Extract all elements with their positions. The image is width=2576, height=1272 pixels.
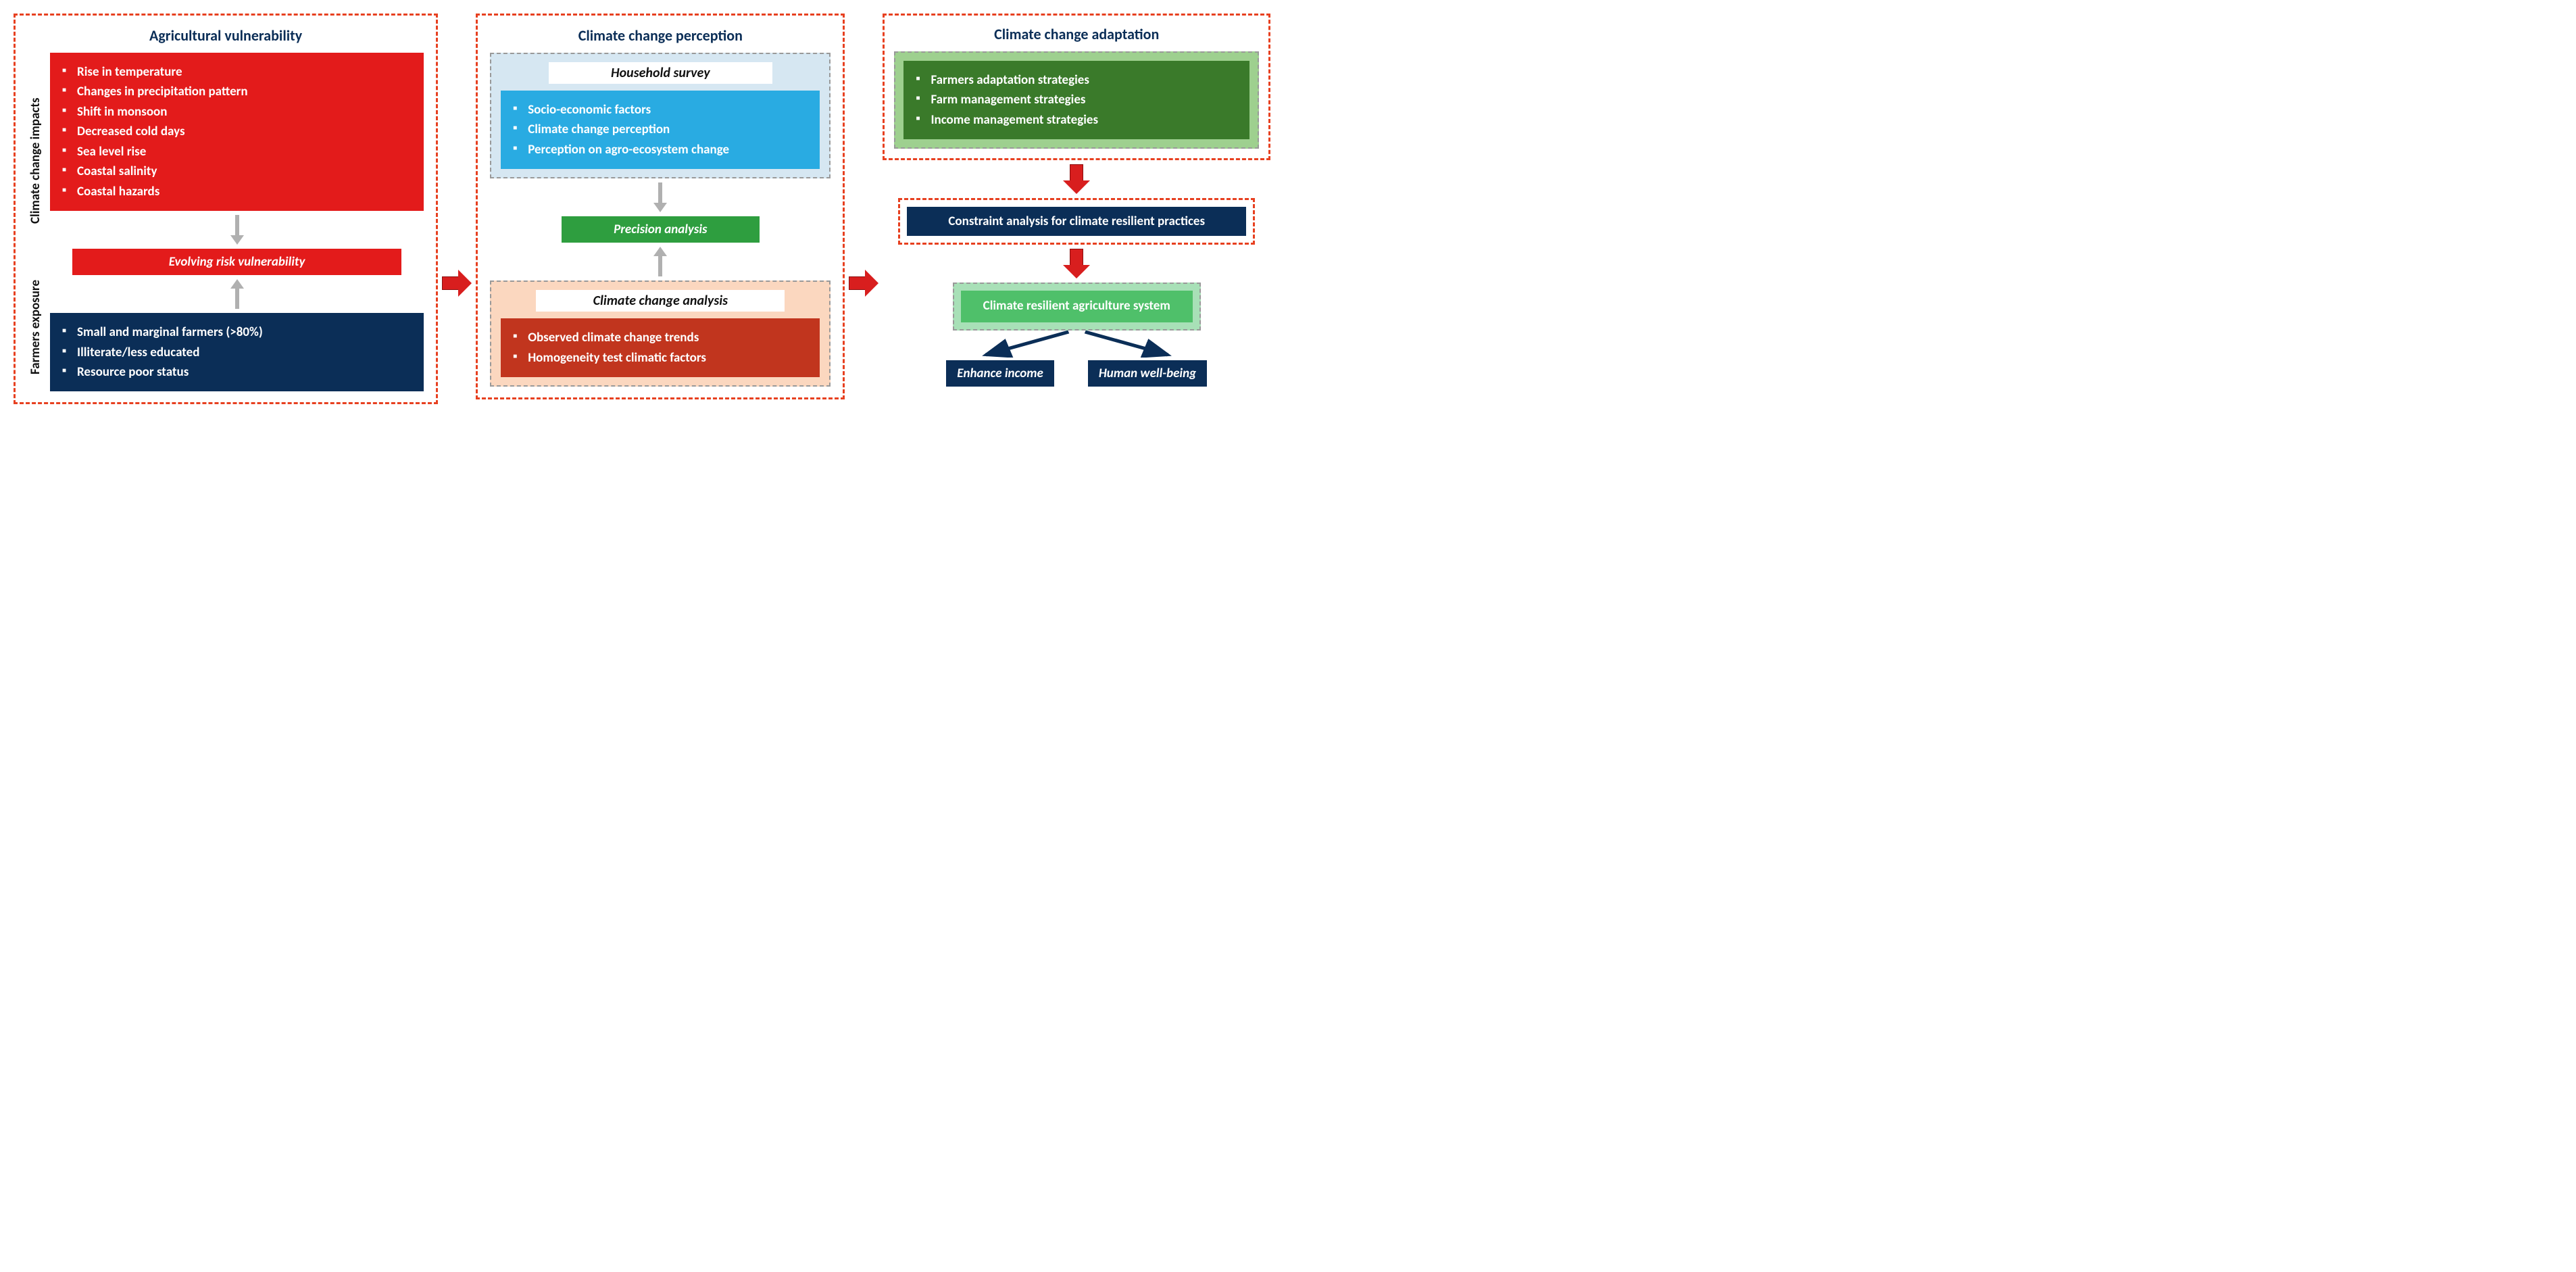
list-item: Changes in precipitation pattern <box>62 82 412 101</box>
constraint-box: Constraint analysis for climate resilien… <box>907 207 1246 236</box>
list-item: Farmers adaptation strategies <box>916 70 1237 90</box>
side-label-impacts: Climate change impacts <box>28 66 43 255</box>
grey-arrow-down-icon <box>655 182 665 212</box>
list-item: Farm management strategies <box>916 90 1237 109</box>
precision-box: Precision analysis <box>562 216 759 243</box>
grey-arrow-up-icon <box>232 279 242 309</box>
adapt-block: Farmers adaptation strategies Farm manag… <box>903 61 1249 139</box>
resilient-container: Climate resilient agriculture system <box>953 283 1201 331</box>
outcome-human-wellbeing: Human well-being <box>1088 360 1207 387</box>
evolving-risk-box: Evolving risk vulnerability <box>72 249 401 275</box>
adapt-list: Farmers adaptation strategies Farm manag… <box>916 70 1237 130</box>
list-item: Illiterate/less educated <box>62 343 412 362</box>
cc-analysis-container: Climate change analysis Observed climate… <box>490 280 831 387</box>
survey-block: Socio-economic factors Climate change pe… <box>501 91 820 169</box>
constraint-container: Constraint analysis for climate resilien… <box>898 198 1255 245</box>
survey-container: Household survey Socio-economic factors … <box>490 53 831 178</box>
col1-title: Agricultural vulnerability <box>28 26 424 45</box>
exposure-list: Small and marginal farmers (>80%) Illite… <box>62 322 412 382</box>
cc-analysis-title: Climate change analysis <box>536 290 785 312</box>
list-item: Decreased cold days <box>62 122 412 141</box>
exposure-block: Small and marginal farmers (>80%) Illite… <box>50 313 424 391</box>
column-agricultural-vulnerability: Agricultural vulnerability Climate chang… <box>14 14 438 404</box>
diag-arrows-icon <box>953 331 1201 358</box>
col2-container: Climate change perception Household surv… <box>476 14 845 399</box>
list-item: Sea level rise <box>62 142 412 162</box>
survey-title: Household survey <box>549 62 772 84</box>
list-item: Socio-economic factors <box>513 100 808 120</box>
col1-side-labels: Climate change impacts Farmers exposure <box>28 53 43 391</box>
list-item: Coastal salinity <box>62 162 412 181</box>
grey-arrow-down-icon <box>232 215 242 245</box>
red-arrow-down-icon <box>1062 164 1091 194</box>
resilient-box: Climate resilient agriculture system <box>961 291 1193 322</box>
list-item: Perception on agro-ecosystem change <box>513 140 808 160</box>
flow-diagram: Agricultural vulnerability Climate chang… <box>14 14 1270 404</box>
list-item: Small and marginal farmers (>80%) <box>62 322 412 342</box>
list-item: Observed climate change trends <box>513 328 808 347</box>
impacts-block: Rise in temperature Changes in precipita… <box>50 53 424 211</box>
cc-analysis-list: Observed climate change trends Homogenei… <box>513 328 808 368</box>
grey-arrow-up-icon <box>655 247 665 276</box>
red-arrow-right-icon <box>849 268 878 298</box>
red-arrow-right-icon <box>442 268 472 298</box>
list-item: Income management strategies <box>916 110 1237 130</box>
list-item: Homogeneity test climatic factors <box>513 348 808 368</box>
list-item: Climate change perception <box>513 120 808 139</box>
column-climate-adaptation: Climate change adaptation Farmers adapta… <box>883 14 1270 387</box>
col1-container: Agricultural vulnerability Climate chang… <box>14 14 438 404</box>
col2-title: Climate change perception <box>490 26 831 45</box>
outcomes-row: Enhance income Human well-being <box>946 360 1207 387</box>
col3-adapt-box: Climate change adaptation Farmers adapta… <box>883 14 1270 160</box>
outcome-enhance-income: Enhance income <box>946 360 1054 387</box>
list-item: Shift in monsoon <box>62 102 412 122</box>
impacts-list: Rise in temperature Changes in precipita… <box>62 62 412 201</box>
list-item: Rise in temperature <box>62 62 412 82</box>
red-arrow-down-icon <box>1062 249 1091 278</box>
list-item: Coastal hazards <box>62 182 412 201</box>
list-item: Resource poor status <box>62 362 412 382</box>
column-climate-perception: Climate change perception Household surv… <box>476 14 845 399</box>
cc-analysis-block: Observed climate change trends Homogenei… <box>501 318 820 377</box>
split-arrows <box>953 331 1201 358</box>
survey-list: Socio-economic factors Climate change pe… <box>513 100 808 160</box>
col3-title: Climate change adaptation <box>894 25 1259 43</box>
side-label-exposure: Farmers exposure <box>28 276 43 378</box>
adapt-container: Farmers adaptation strategies Farm manag… <box>894 51 1259 149</box>
